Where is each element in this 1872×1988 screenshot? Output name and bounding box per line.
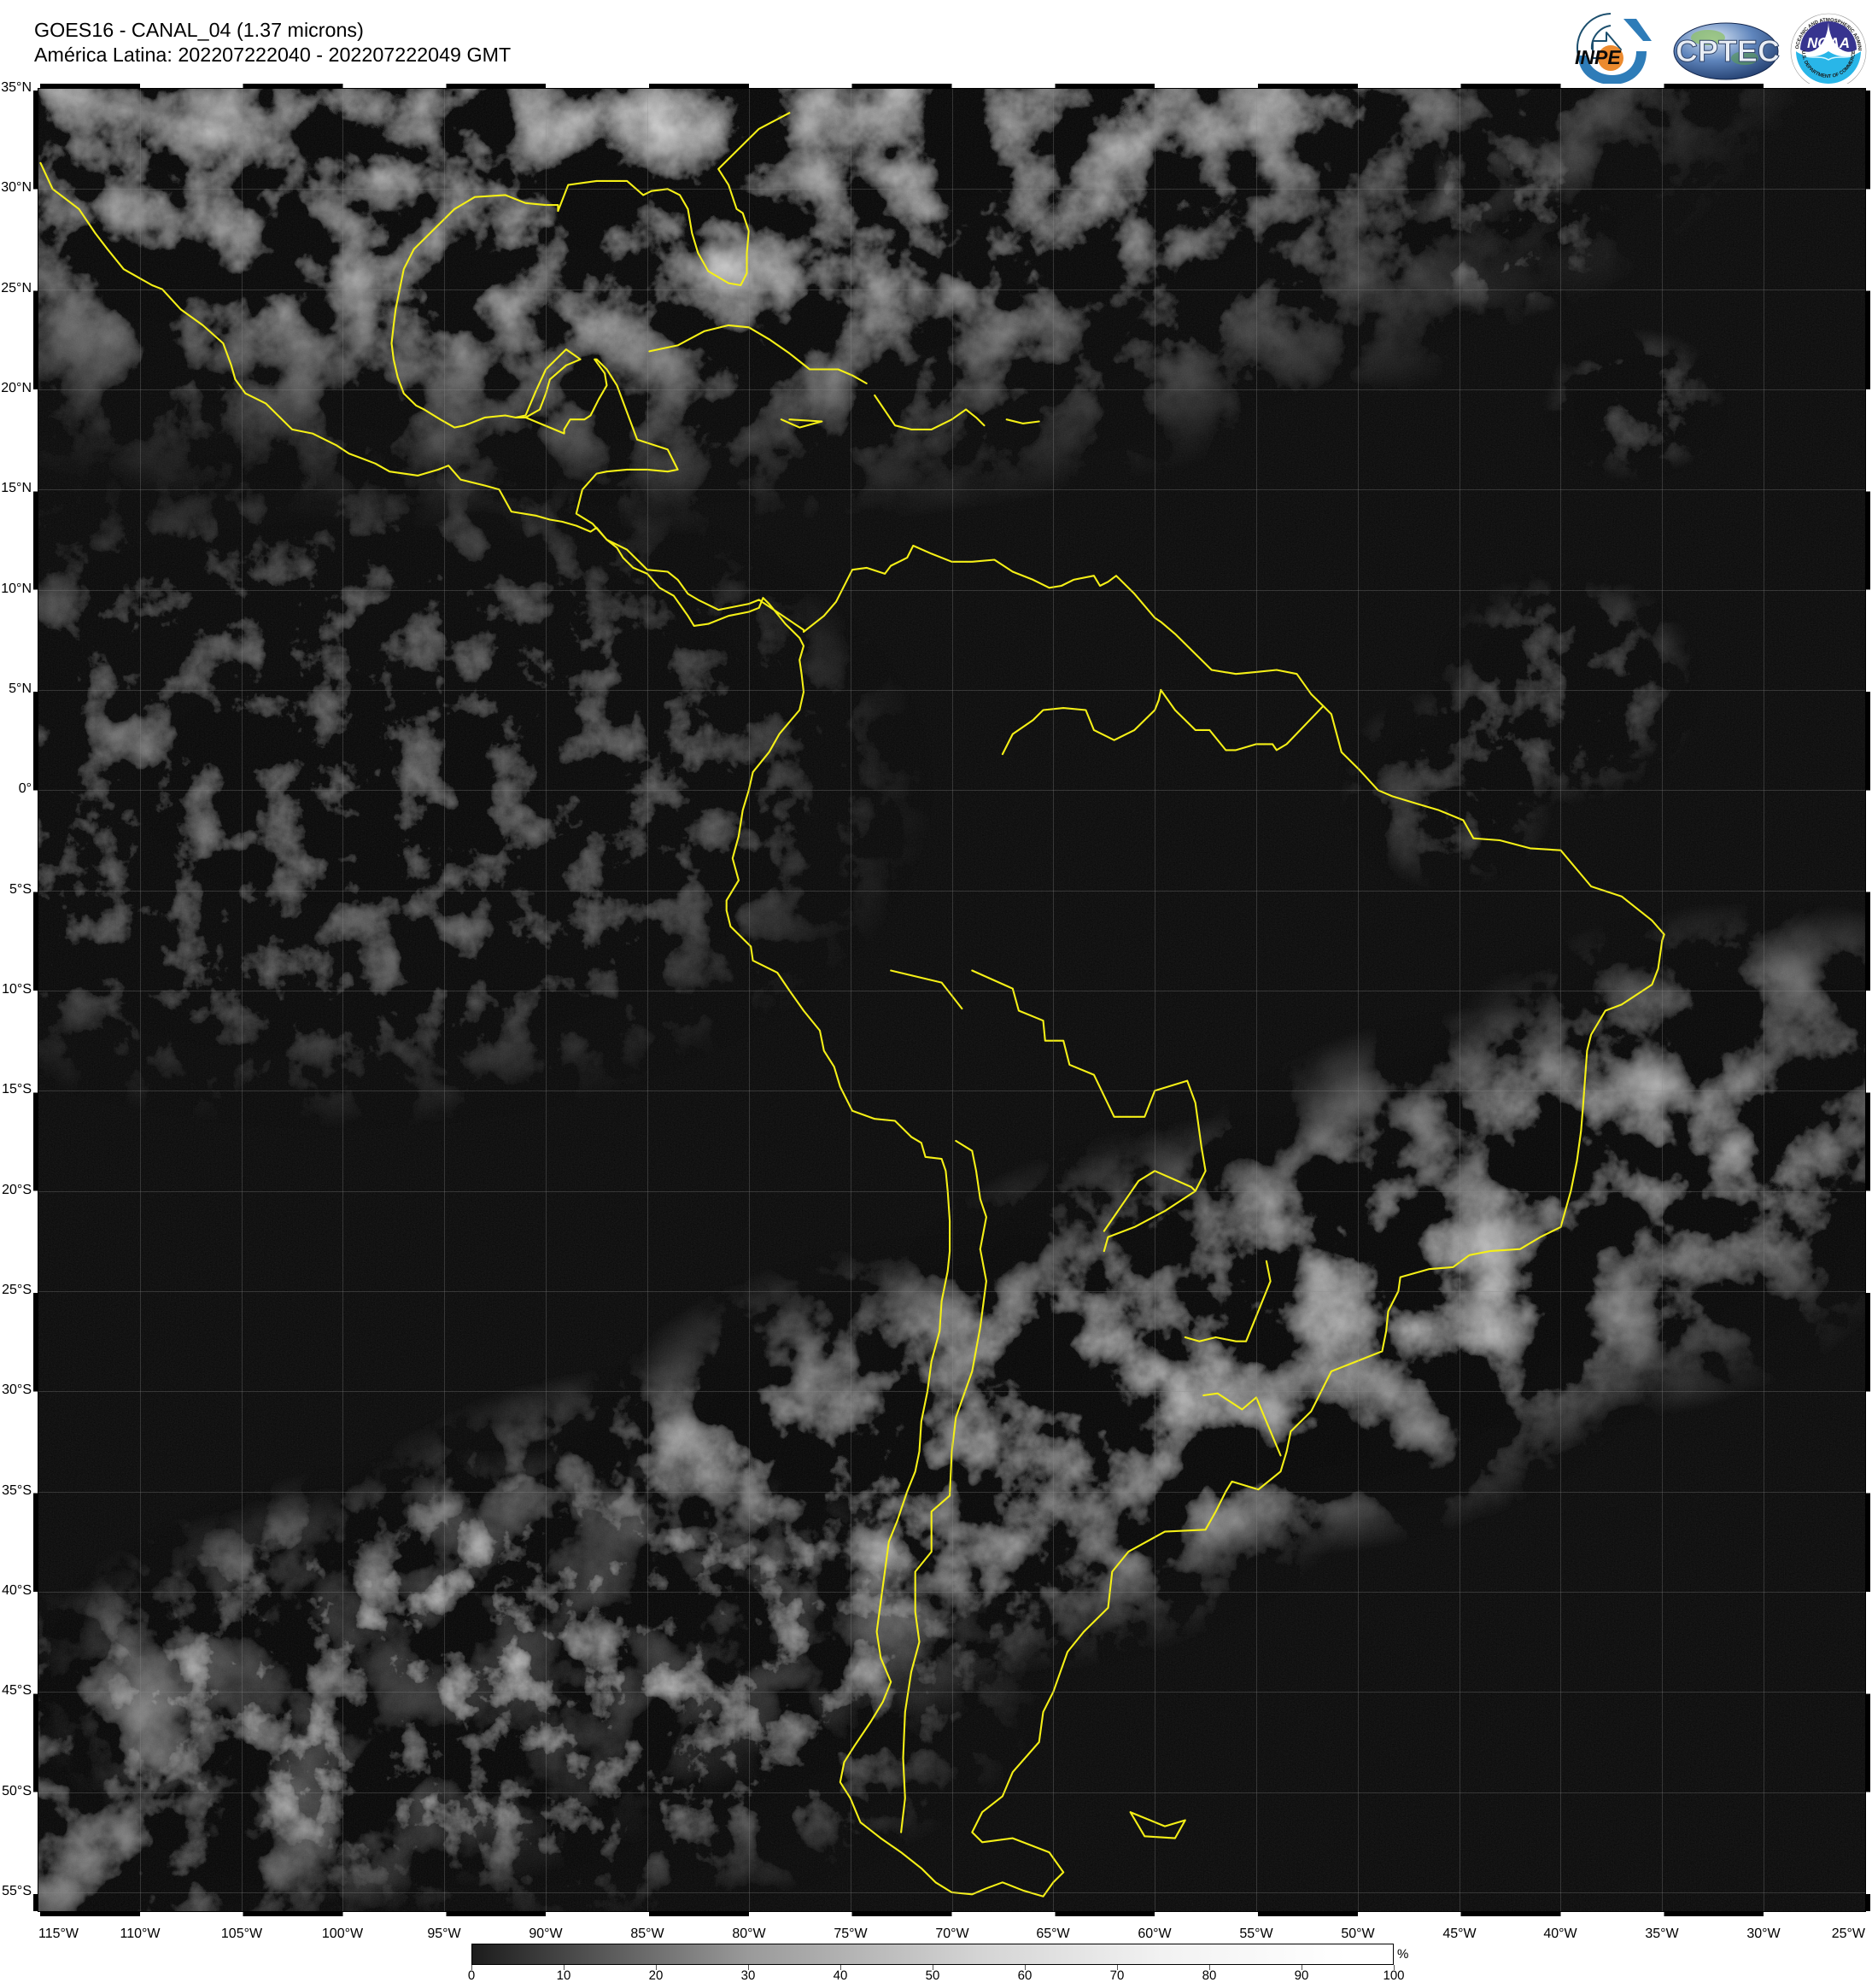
svg-text:NOAA: NOAA	[1807, 35, 1850, 51]
svg-text:INPE: INPE	[1575, 46, 1621, 68]
svg-text:CPTEC: CPTEC	[1676, 33, 1780, 68]
